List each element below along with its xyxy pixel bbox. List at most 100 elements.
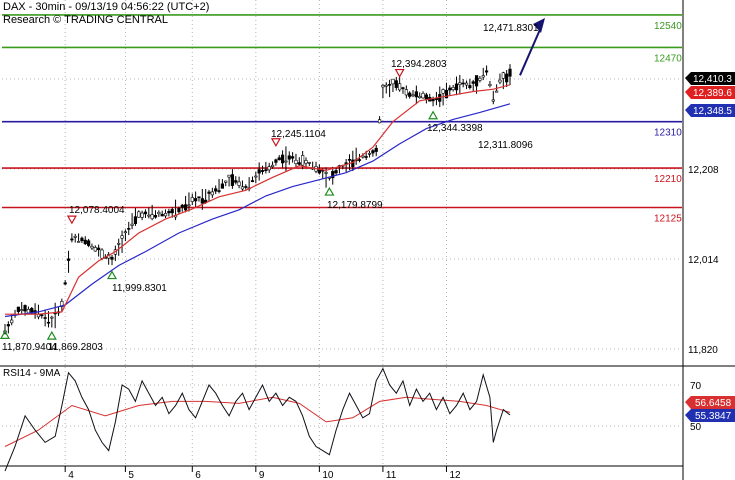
price-candle [381,85,385,88]
low-marker-icon [46,330,57,340]
price-candle [170,209,174,214]
price-candle [334,170,338,174]
price-candle [454,83,459,91]
price-candle [398,83,402,91]
level-label-12470: 12470 [654,53,682,64]
low-marker-icon [106,270,118,280]
price-candle [257,169,261,174]
price-candle [180,204,184,208]
price-candle [377,119,382,124]
rsi-tag-rsi [685,409,735,422]
price-candle [73,235,77,238]
low-marker-icon [428,110,439,120]
chart-title: DAX - 30min - 09/13/19 04:56:22 (UTC+2) [3,1,210,13]
price-candle [374,147,378,152]
price-candle [384,84,388,87]
price-candle [207,191,211,194]
price-candle [301,155,305,166]
price-candle [508,68,512,77]
price-candle [280,154,285,164]
price-candle [491,99,495,102]
high-marker-icon [394,68,405,78]
price-candle [264,169,268,171]
price-candle [287,155,291,160]
annotation-label: 11,870.9404 [2,342,57,353]
price-tag-ma_slow [685,104,735,117]
rsi-tag-label-rsi_ma: 56.6458 [695,398,732,409]
price-candle [110,256,114,260]
x-tick-label: 9 [259,470,265,480]
price-candle [227,174,231,178]
price-candle [307,162,311,164]
price-candle [277,157,281,161]
price-candle [364,156,368,158]
price-candle [478,77,482,81]
price-candle [80,237,84,242]
price-tag-price [685,72,735,85]
price-candle [66,258,71,261]
price-candle [291,156,295,159]
price-candle [468,85,472,88]
low-marker-icon [324,186,335,196]
price-candle [484,70,489,73]
x-tick-label: 6 [195,470,201,480]
price-candle [505,73,509,83]
price-candle [230,174,235,186]
price-candle [133,216,138,224]
price-candle [127,228,131,230]
price-candle [357,159,362,161]
price-candle [481,75,485,78]
price-tag-label-ma_slow: 12,348.5 [693,106,732,117]
rsi-ma-line [4,396,511,447]
price-candle [150,214,154,220]
price-candle [244,186,248,188]
level-label-12540: 12540 [654,21,682,32]
ma-slow-line [4,103,511,318]
annotation-label: 12,078.4004 [69,205,125,216]
price-candle [274,159,278,163]
price-candle [183,204,188,211]
price-candle [331,171,335,179]
price-candle [404,89,408,96]
price-candle [367,153,372,155]
price-candle [394,80,398,88]
annotation-label: 12,311.8096 [478,140,533,151]
price-candle [418,95,422,99]
rsi-y-tick-label: 50 [690,422,702,433]
price-candle [16,306,20,312]
price-candle [217,190,221,192]
annotation-label: 12,394.2803 [391,59,447,70]
rsi-y-tick-label: 70 [690,381,702,392]
price-candle [194,198,198,202]
price-candle [20,309,24,311]
price-candle [431,98,435,102]
price-candle [237,181,241,186]
price-candle [421,92,425,99]
projection-arrow-shaft [519,24,543,76]
annotation-label: 11,869.2803 [48,342,103,353]
price-candle [461,82,465,85]
price-candle [448,87,452,91]
price-candle [214,188,218,192]
price-candle [297,162,301,165]
y-tick-label: 11,820 [688,345,718,356]
price-candle [140,212,144,218]
x-tick-label: 5 [128,470,134,480]
annotation-label: 12,245.1104 [271,129,326,140]
annotation-label: 12,179.8799 [327,200,383,211]
price-candle [76,241,81,243]
price-candle [177,208,181,213]
price-candle [100,249,104,259]
price-candle [224,180,228,183]
price-candle [10,319,14,324]
price-candle [93,247,97,252]
y-tick-label: 12,014 [688,255,719,266]
price-candle [220,183,224,189]
level-label-12310: 12310 [654,128,682,139]
price-candle [83,239,87,245]
price-candle [87,240,91,246]
price-candle [250,180,255,183]
price-candle [441,89,445,94]
price-candle [401,87,405,89]
price-candle [120,235,124,239]
